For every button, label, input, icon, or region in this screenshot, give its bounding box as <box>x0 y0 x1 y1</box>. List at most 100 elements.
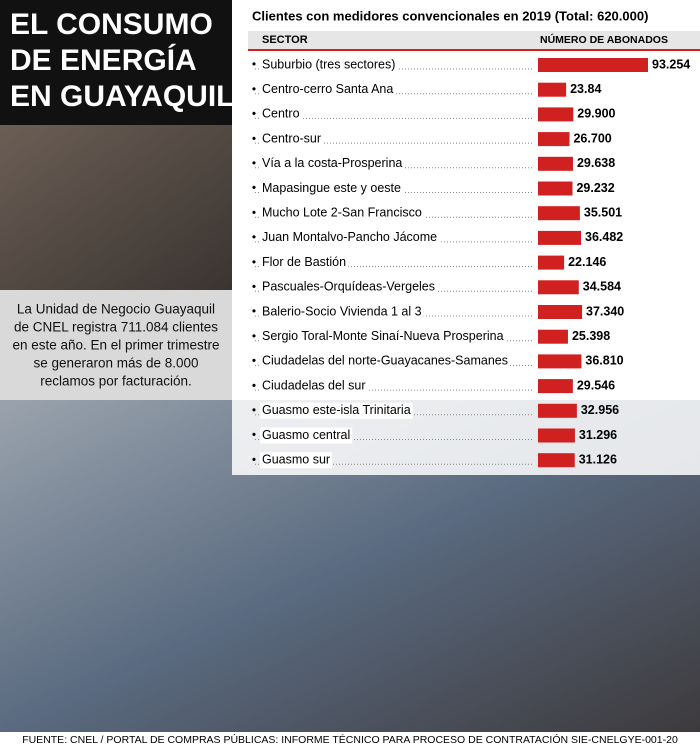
description-line: se generaron más de 8.000 <box>33 356 198 371</box>
label-bg <box>260 328 506 345</box>
bullet: • <box>252 354 256 368</box>
bar <box>538 82 567 97</box>
description-line: en este año. En el primer trimestre <box>12 338 219 353</box>
category-label: Ciudadelas del sur <box>262 378 366 392</box>
bar <box>538 280 579 295</box>
value-label: 29.638 <box>577 156 615 170</box>
value-label: 32.956 <box>581 403 619 417</box>
bullet: • <box>252 82 256 96</box>
bar <box>538 58 648 72</box>
value-header: NÚMERO DE ABONADOS <box>540 33 668 46</box>
category-label: Centro-cerro Santa Ana <box>262 82 393 96</box>
label-bg <box>260 378 368 395</box>
source: FUENTE: CNEL / PORTAL DE COMPRAS PÚBLICA… <box>22 733 678 746</box>
bar <box>538 379 573 394</box>
value-label: 93.254 <box>652 57 690 71</box>
description-line: La Unidad de Negocio Guayaquil <box>17 302 215 317</box>
headline: EL CONSUMO <box>10 8 213 41</box>
category-label: Guasmo sur <box>262 452 330 466</box>
value-label: 25.398 <box>572 329 610 343</box>
category-label: Juan Montalvo-Pancho Jácome <box>262 230 437 244</box>
category-label: Suburbio (tres sectores) <box>262 57 395 71</box>
label-bg <box>260 304 424 320</box>
bullet: • <box>252 279 256 293</box>
label-bg <box>260 353 510 370</box>
label-bg <box>260 57 398 73</box>
bullet: • <box>252 107 256 121</box>
label-bg <box>260 229 440 246</box>
bar <box>538 453 575 468</box>
bullet: • <box>252 403 256 417</box>
bar <box>538 181 573 196</box>
bar <box>538 132 570 147</box>
label-bg <box>260 402 413 419</box>
bullet: • <box>252 452 256 466</box>
category-label: Guasmo este-isla Trinitaria <box>262 403 411 417</box>
description-line: reclamos por facturación. <box>40 374 192 389</box>
bar <box>538 329 568 344</box>
bar <box>538 428 575 443</box>
category-label: Centro-sur <box>262 131 321 145</box>
category-label: Flor de Bastión <box>262 255 346 269</box>
bar <box>538 255 565 270</box>
label-bg <box>260 106 302 123</box>
label-bg <box>260 254 349 271</box>
value-label: 22.146 <box>568 255 606 269</box>
bullet: • <box>252 378 256 392</box>
bar <box>538 230 582 245</box>
bullet: • <box>252 230 256 244</box>
label-bg <box>260 205 424 222</box>
category-label: Balerio-Socio Vivienda 1 al 3 <box>262 304 422 318</box>
bullet: • <box>252 428 256 442</box>
bullet: • <box>252 181 256 195</box>
category-label: Pascuales-Orquídeas-Vergeles <box>262 280 435 294</box>
bar <box>538 403 577 418</box>
category-label: Mucho Lote 2-San Francisco <box>262 205 422 219</box>
bullet: • <box>252 255 256 269</box>
value-label: 29.900 <box>577 107 615 121</box>
bar <box>538 156 573 171</box>
value-label: 36.482 <box>585 230 623 244</box>
photo-meters <box>0 125 232 290</box>
value-label: 29.232 <box>576 181 614 195</box>
label-bg <box>260 81 396 98</box>
label-bg <box>260 180 404 197</box>
title-panel <box>0 0 232 125</box>
value-label: 31.126 <box>579 452 617 466</box>
bullet: • <box>252 205 256 219</box>
bar <box>538 206 580 221</box>
label-bg <box>260 155 405 172</box>
value-label: 23.84 <box>570 82 601 96</box>
description-panel <box>0 290 232 400</box>
category-label: Vía a la costa-Prosperina <box>262 156 402 170</box>
bar <box>538 305 583 319</box>
category-label: Ciudadelas del norte-Guayacanes-Samanes <box>262 354 508 368</box>
bullet: • <box>252 57 256 71</box>
value-label: 36.810 <box>585 354 623 368</box>
label-bg <box>260 131 324 148</box>
bullet: • <box>252 304 256 318</box>
label-bg <box>260 279 438 296</box>
bar <box>538 354 582 369</box>
bullet: • <box>252 131 256 145</box>
chart-title: Clientes con medidores convencionales en… <box>252 8 648 23</box>
label-bg <box>260 427 353 444</box>
table-header-band <box>248 31 700 49</box>
headline: EN GUAYAQUIL <box>10 80 235 113</box>
category-header: SECTOR <box>262 34 308 46</box>
value-label: 37.340 <box>586 304 624 318</box>
category-label: Mapasingue este y oeste <box>262 181 401 195</box>
value-label: 31.296 <box>579 428 617 442</box>
category-label: Guasmo central <box>262 428 350 442</box>
headline: DE ENERGÍA <box>10 43 197 77</box>
description-line: de CNEL registra 711.084 clientes <box>14 320 218 335</box>
value-label: 34.584 <box>583 280 621 294</box>
label-bg <box>260 452 333 469</box>
value-label: 29.546 <box>577 378 615 392</box>
bullet: • <box>252 156 256 170</box>
value-label: 35.501 <box>584 205 622 219</box>
bar <box>538 107 574 122</box>
value-label: 26.700 <box>573 131 611 145</box>
category-label: Sergio Toral-Monte Sinaí-Nueva Prosperin… <box>262 329 504 343</box>
